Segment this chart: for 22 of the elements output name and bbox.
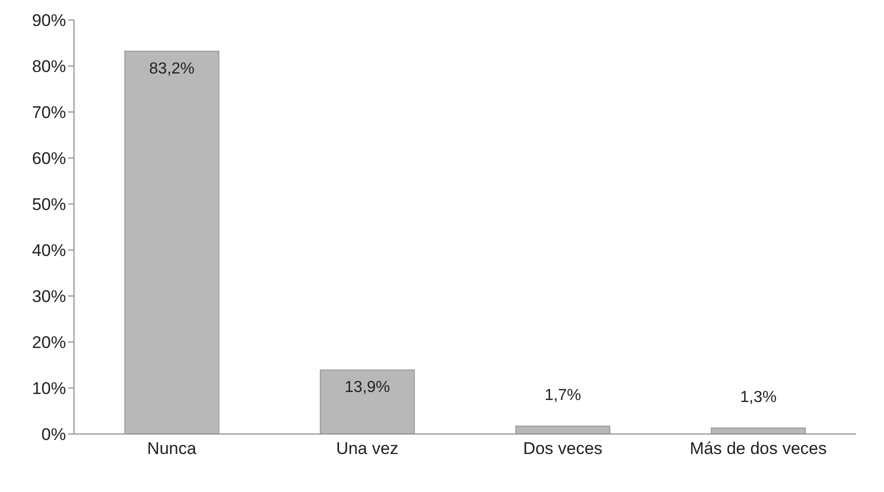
- data-label: 1,3%: [740, 389, 777, 406]
- y-tick-label: 80%: [32, 57, 66, 76]
- y-tick-label: 10%: [32, 379, 66, 398]
- x-tick-label: Nunca: [147, 439, 197, 458]
- x-tick-label: Una vez: [336, 439, 398, 458]
- data-label: 13,9%: [344, 379, 390, 396]
- data-label: 1,7%: [544, 387, 582, 404]
- x-tick-label: Más de dos veces: [690, 439, 827, 458]
- y-tick-label: 90%: [32, 11, 66, 30]
- y-tick-label: 30%: [32, 287, 66, 306]
- x-tick-label: Dos veces: [523, 439, 602, 458]
- data-label: 83,2%: [149, 60, 195, 78]
- bar: [320, 370, 415, 434]
- y-tick-label: 0%: [41, 425, 66, 444]
- y-tick-label: 50%: [32, 195, 66, 214]
- y-tick-label: 60%: [32, 149, 66, 168]
- bar: [515, 426, 610, 434]
- y-tick-label: 20%: [32, 333, 66, 352]
- bar: [710, 428, 806, 434]
- y-tick-label: 70%: [32, 103, 66, 122]
- y-tick-label: 40%: [32, 241, 66, 260]
- bar: [124, 50, 220, 434]
